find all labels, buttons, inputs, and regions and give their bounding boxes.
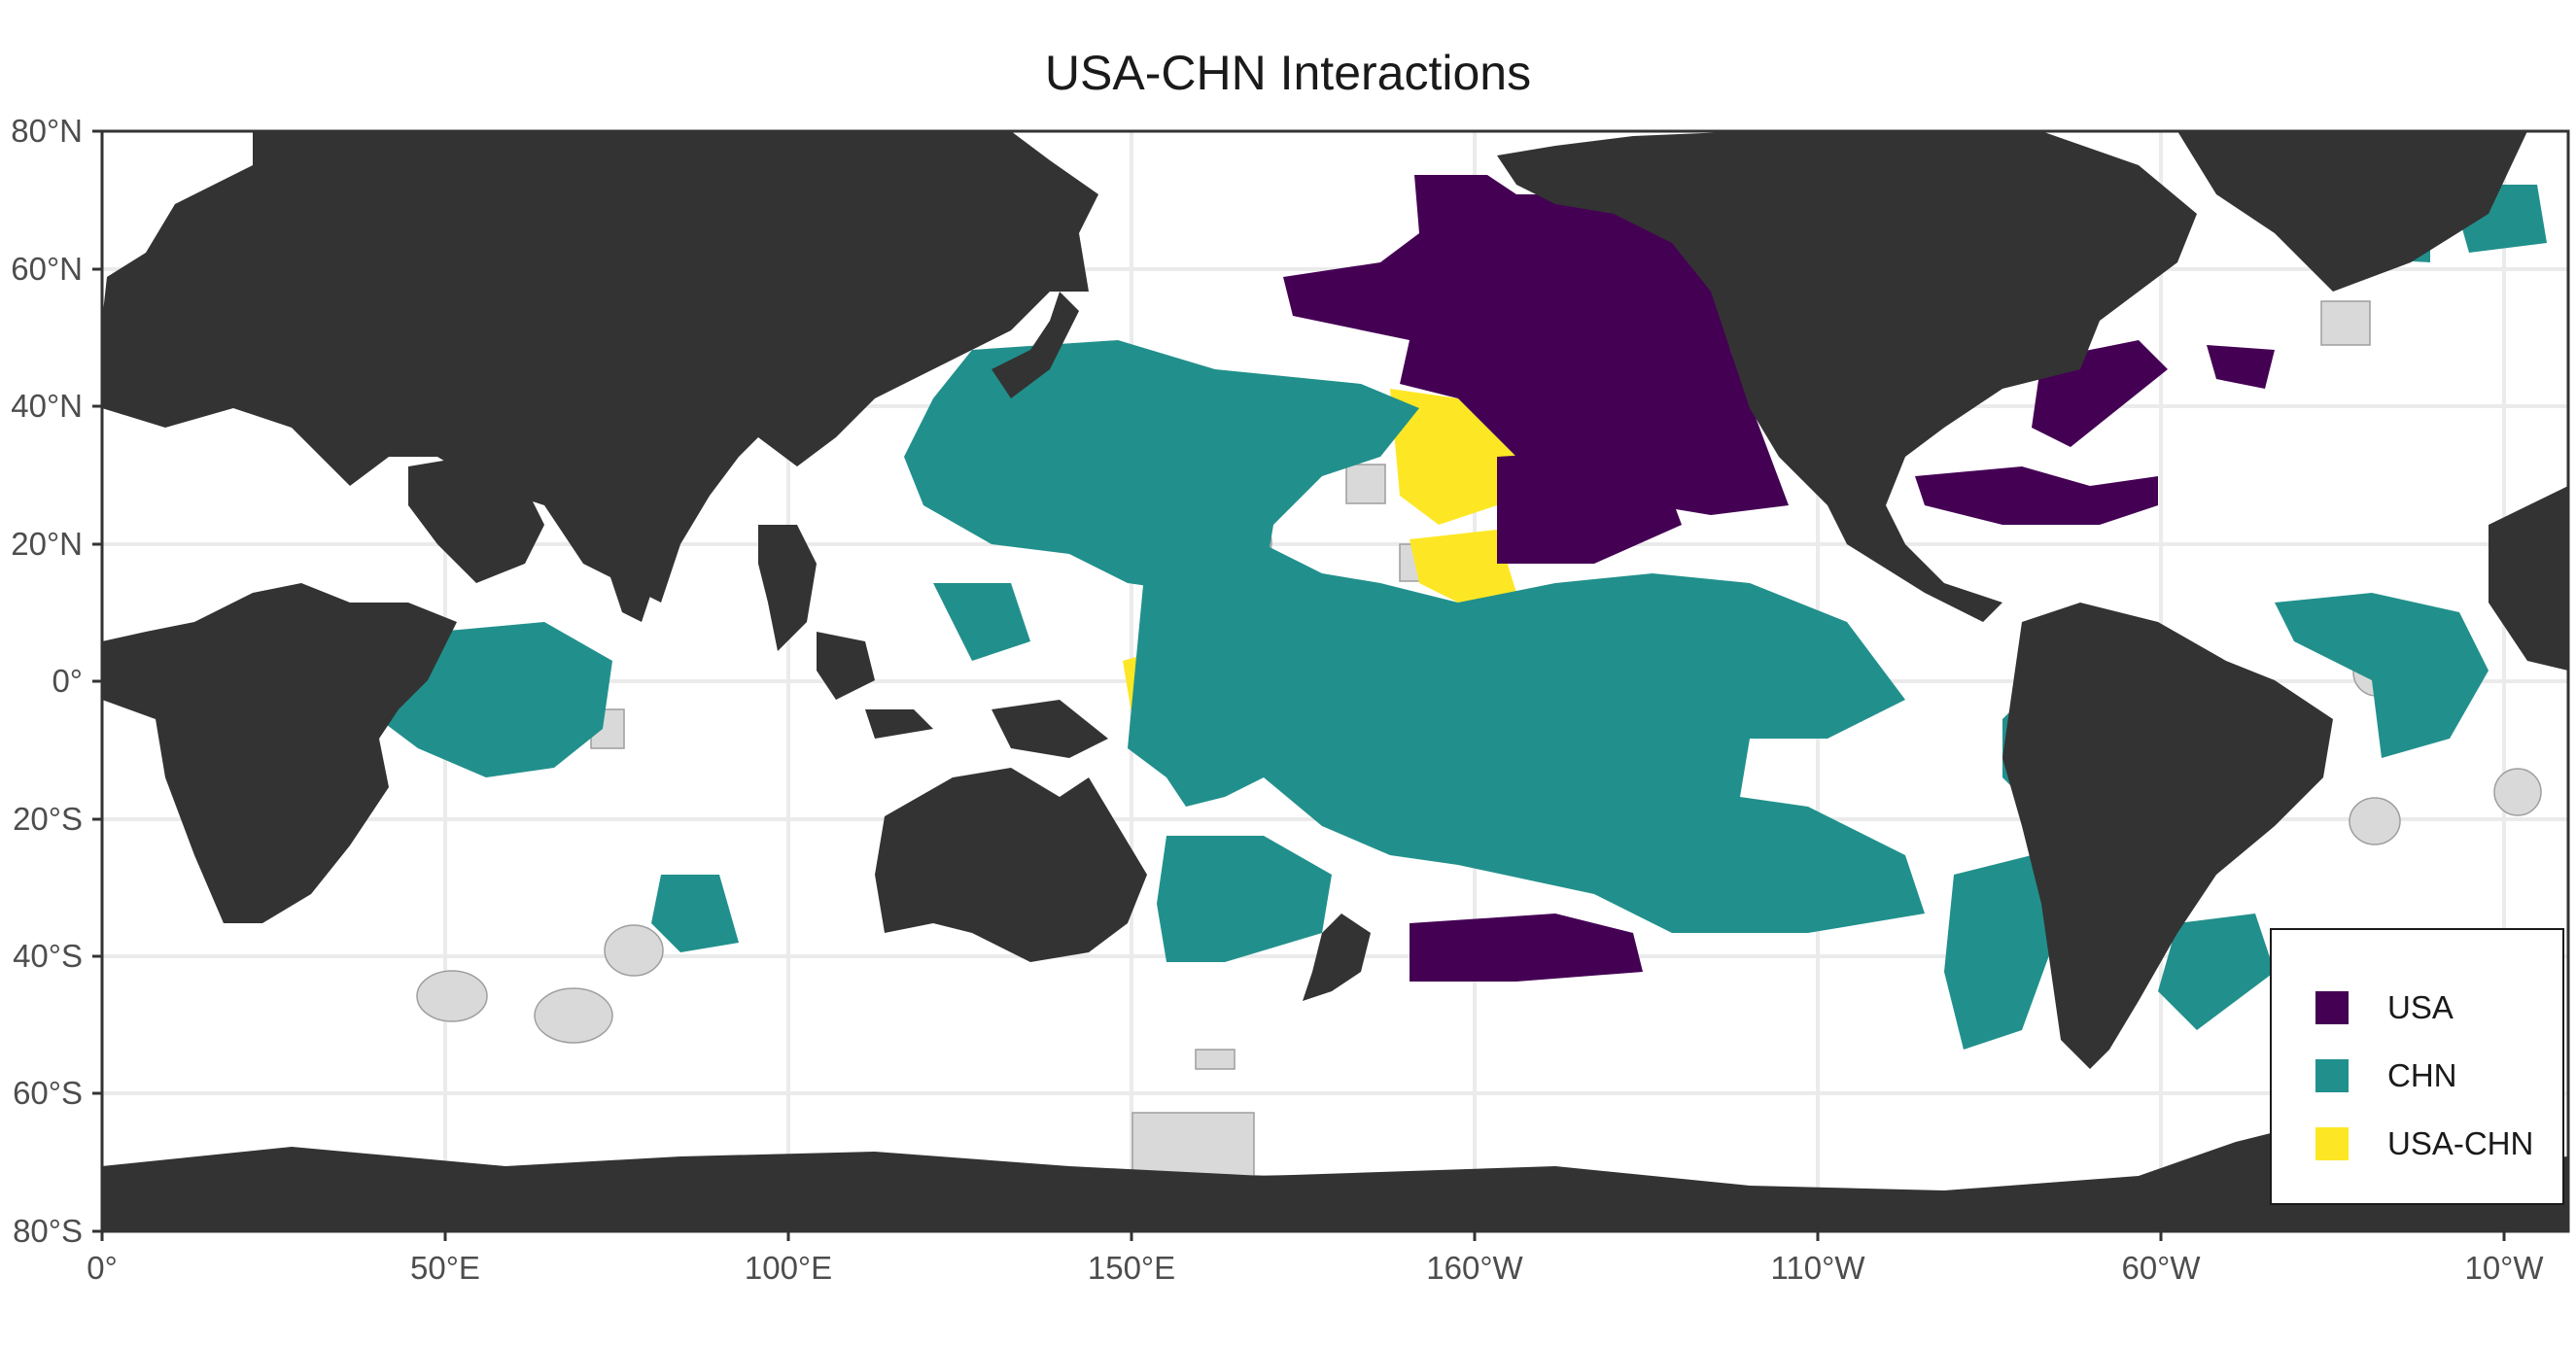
legend: USA CHN USA-CHN <box>2270 928 2564 1205</box>
legend-item-usa-chn: USA-CHN <box>2315 1124 2533 1163</box>
y-tick-label: 40°N <box>11 388 83 424</box>
y-tick-label: 0° <box>52 663 83 699</box>
legend-item-usa: USA <box>2315 988 2454 1027</box>
x-tick-label: 50°E <box>410 1250 480 1286</box>
y-tick-label: 20°N <box>11 526 83 562</box>
y-tick-label: 20°S <box>13 801 83 837</box>
y-axis-labels: 80°N 60°N 40°N 20°N 0° 20°S 40°S 60°S 80… <box>11 113 83 1249</box>
map-title: USA-CHN Interactions <box>1044 46 1532 100</box>
y-tick-label: 80°N <box>11 113 83 149</box>
x-tick-label: 160°W <box>1426 1250 1523 1286</box>
y-tick-label: 80°S <box>13 1213 83 1249</box>
legend-label: CHN <box>2387 1057 2457 1093</box>
legend-label: USA-CHN <box>2387 1125 2534 1161</box>
x-axis-labels: 0° 50°E 100°E 150°E 160°W 110°W 60°W 10°… <box>87 1250 2544 1286</box>
land <box>102 131 2568 1231</box>
legend-swatch-usa <box>2315 991 2349 1024</box>
y-tick-label: 60°S <box>13 1075 83 1111</box>
x-tick-label: 60°W <box>2121 1250 2201 1286</box>
y-tick-label: 40°S <box>13 938 83 974</box>
x-tick-label: 0° <box>87 1250 118 1286</box>
x-tick-label: 150°E <box>1088 1250 1175 1286</box>
legend-swatch-chn <box>2315 1059 2349 1092</box>
y-tick-label: 60°N <box>11 251 83 287</box>
legend-label: USA <box>2387 989 2454 1025</box>
x-tick-label: 10°W <box>2464 1250 2544 1286</box>
legend-item-chn: CHN <box>2315 1056 2457 1095</box>
x-tick-label: 100°E <box>745 1250 832 1286</box>
legend-swatch-usa-chn <box>2315 1127 2349 1160</box>
axis-frame <box>92 129 2570 1241</box>
x-tick-label: 110°W <box>1771 1250 1866 1286</box>
